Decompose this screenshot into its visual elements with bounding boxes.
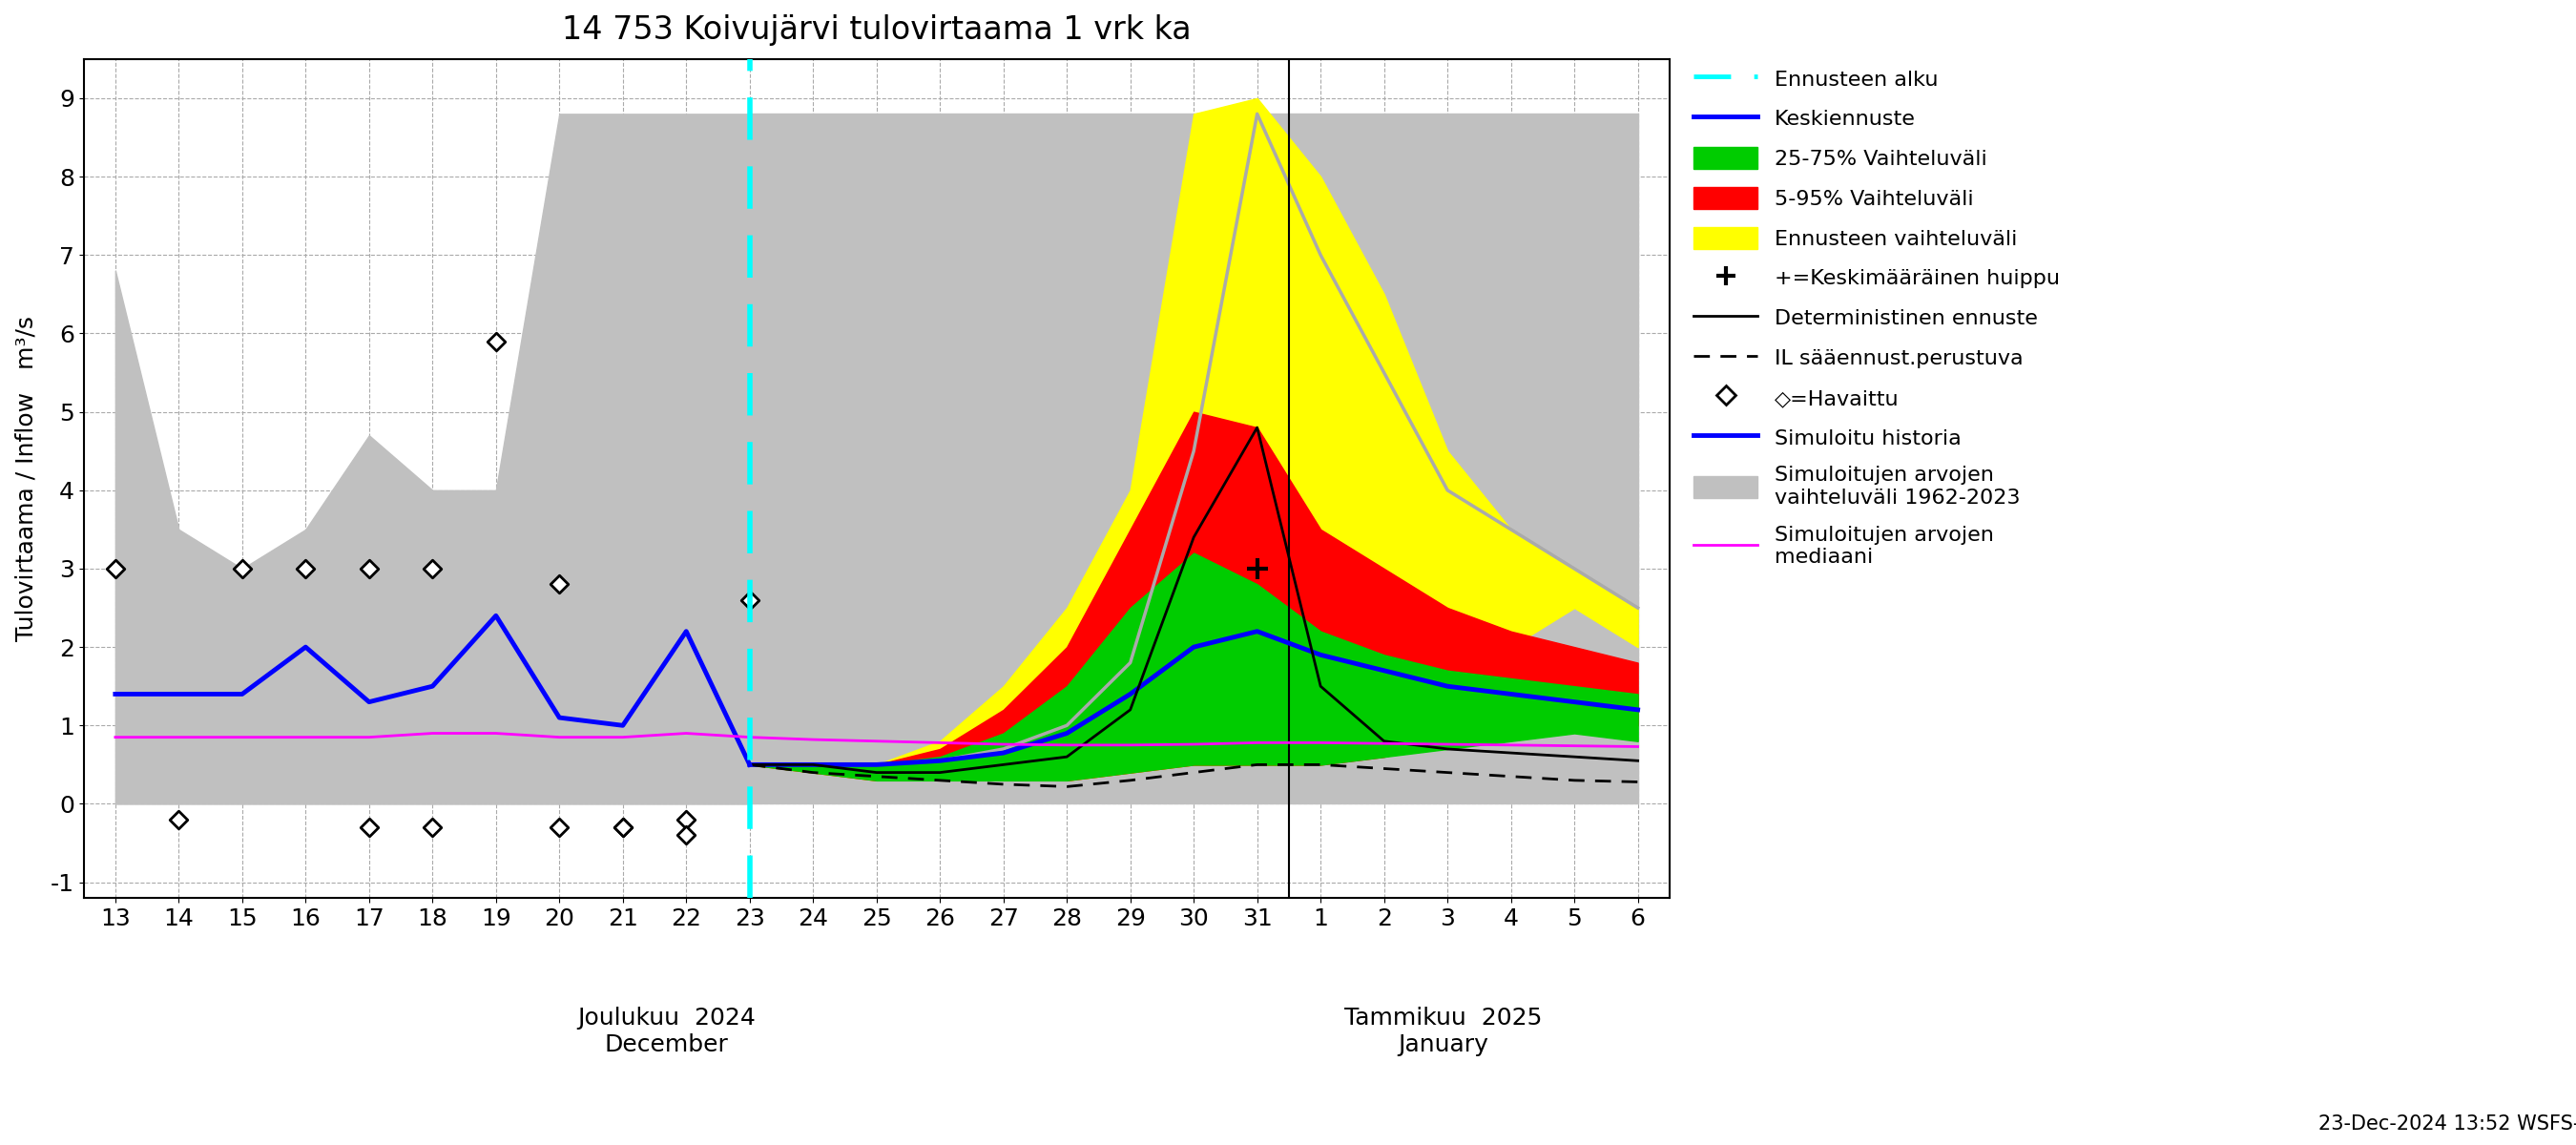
Legend: Ennusteen alku, Keskiennuste, 25-75% Vaihteluväli, 5-95% Vaihteluväli, Ennusteen: Ennusteen alku, Keskiennuste, 25-75% Vai…: [1685, 60, 2069, 575]
Point: [477, 332, 518, 350]
Point: [412, 819, 453, 837]
Text: 23-Dec-2024 13:52 WSFS-O: 23-Dec-2024 13:52 WSFS-O: [2318, 1114, 2576, 1134]
Text: Tammikuu  2025
January: Tammikuu 2025 January: [1345, 1006, 1543, 1057]
Point: [157, 811, 198, 829]
Y-axis label: Tulovirtaama / Inflow   m³/s: Tulovirtaama / Inflow m³/s: [15, 316, 36, 641]
Point: [729, 591, 770, 609]
Point: [603, 819, 644, 837]
Point: [348, 560, 389, 578]
Point: [665, 826, 706, 844]
Text: Joulukuu  2024
December: Joulukuu 2024 December: [577, 1006, 755, 1057]
Point: [286, 560, 327, 578]
Point: [348, 819, 389, 837]
Point: [95, 560, 137, 578]
Point: [538, 575, 580, 593]
Title: 14 753 Koivujärvi tulovirtaama 1 vrk ka: 14 753 Koivujärvi tulovirtaama 1 vrk ka: [562, 14, 1190, 46]
Point: [412, 560, 453, 578]
Point: [222, 560, 263, 578]
Point: [603, 819, 644, 837]
Point: [665, 811, 706, 829]
Point: [538, 819, 580, 837]
